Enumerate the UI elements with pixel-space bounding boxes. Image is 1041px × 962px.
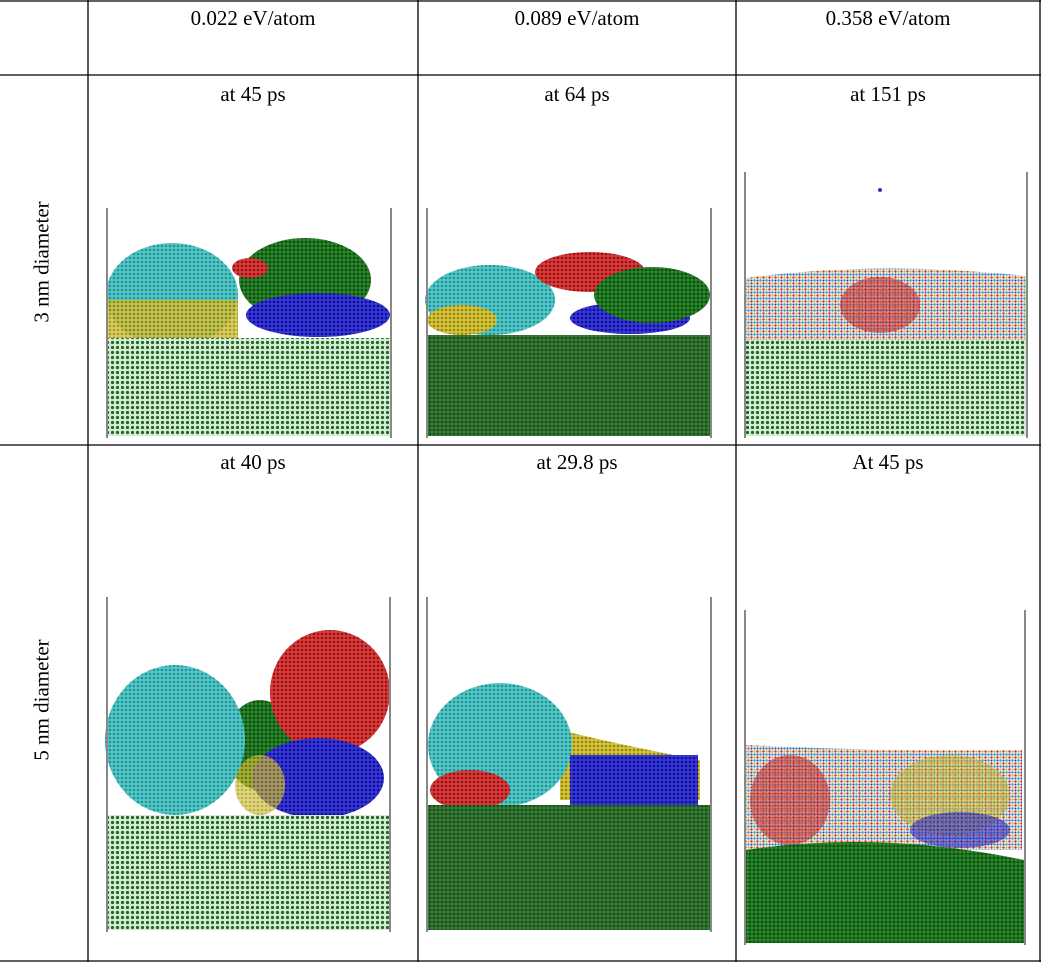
- simulation-image: [745, 610, 1025, 945]
- simulation-image: [427, 597, 711, 932]
- cell-caption: at 64 ps: [418, 82, 736, 107]
- column-header: 0.022 eV/atom: [88, 6, 418, 31]
- row-label: 5 nm diameter: [30, 639, 55, 760]
- simulation-image: [105, 597, 390, 932]
- column-header: 0.089 eV/atom: [418, 6, 736, 31]
- simulation-image: [425, 208, 711, 438]
- cell-caption: at 151 ps: [736, 82, 1040, 107]
- simulation-image: [745, 172, 1027, 438]
- page: 0.022 eV/atom 0.089 eV/atom 0.358 eV/ato…: [0, 0, 1041, 962]
- table-graphics: [0, 0, 1041, 962]
- simulation-image: [106, 208, 391, 438]
- cell-caption: At 45 ps: [736, 450, 1040, 475]
- column-header: 0.358 eV/atom: [736, 6, 1040, 31]
- cell-caption: at 29.8 ps: [418, 450, 736, 475]
- cell-caption: at 45 ps: [88, 82, 418, 107]
- cell-caption: at 40 ps: [88, 450, 418, 475]
- row-label: 3 nm diameter: [30, 201, 55, 322]
